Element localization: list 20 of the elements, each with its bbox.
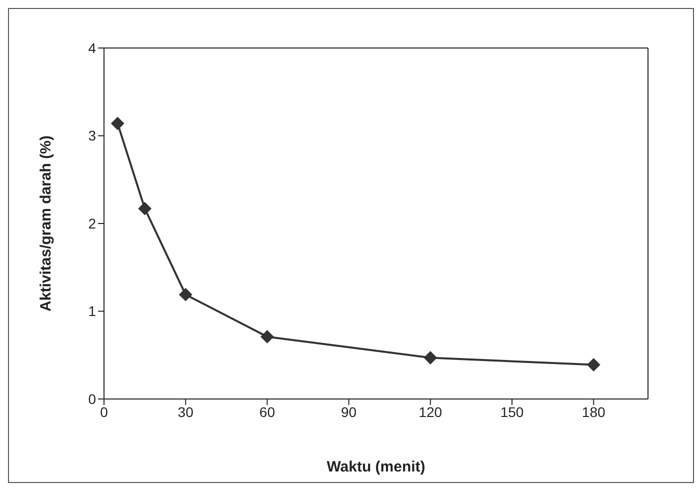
point xyxy=(111,116,124,130)
point xyxy=(260,330,274,344)
y-axis-title: Aktivitas/gram darah (%) xyxy=(37,136,54,312)
y-tick-label: 4 xyxy=(88,40,96,56)
x-tick-label: 180 xyxy=(582,404,606,420)
point xyxy=(138,202,152,216)
x-tick-label: 120 xyxy=(418,404,442,420)
x-tick-label: 30 xyxy=(178,404,194,420)
x-tick-label: 150 xyxy=(500,404,524,420)
y-tick-label: 3 xyxy=(88,128,96,144)
x-axis-title: Waktu (menit) xyxy=(326,458,426,476)
x-tick-label: 90 xyxy=(341,404,357,420)
point xyxy=(179,288,192,302)
y-tick-label: 0 xyxy=(88,390,96,407)
y-tick-label: 2 xyxy=(88,215,96,232)
y-tick-label: 1 xyxy=(88,303,96,320)
x-tick-label: 0 xyxy=(100,404,108,420)
point xyxy=(587,358,600,372)
x-tick-label: 60 xyxy=(259,404,276,420)
point xyxy=(424,351,437,364)
